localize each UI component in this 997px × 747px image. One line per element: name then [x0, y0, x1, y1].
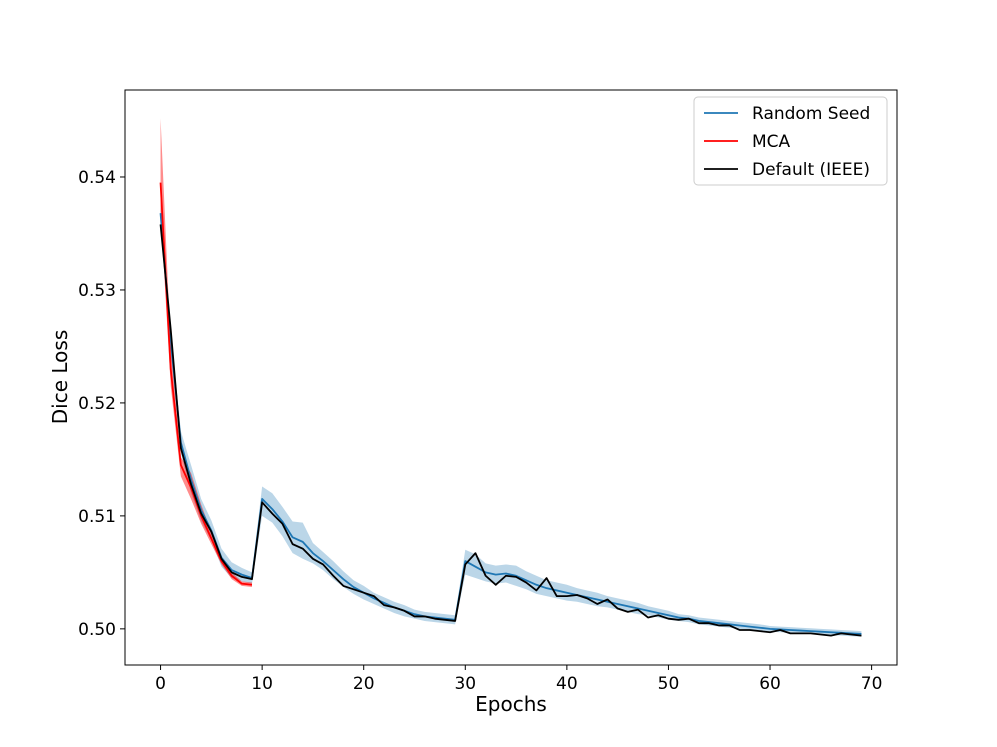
y-tick-label: 0.51 — [78, 507, 116, 527]
x-tick-label: 40 — [556, 674, 578, 694]
legend-box — [693, 96, 888, 186]
series-line-mca — [159, 182, 253, 586]
x-tick-label: 70 — [861, 674, 883, 694]
x-tick-label: 30 — [454, 674, 476, 694]
series-line-default — [159, 224, 862, 637]
legend-label-default: Default (IEEE) — [752, 160, 870, 180]
x-tick-label: 10 — [251, 674, 273, 694]
legend: Random Seed MCA Default (IEEE) — [693, 96, 888, 186]
legend-label-mca: MCA — [752, 132, 791, 152]
y-tick-label: 0.53 — [78, 281, 116, 301]
legend-label-random-seed: Random Seed — [752, 104, 870, 124]
x-tick-label: 20 — [353, 674, 375, 694]
y-tick-label: 0.52 — [78, 394, 116, 414]
x-tick-label: 50 — [658, 674, 680, 694]
x-tick-label: 0 — [155, 674, 166, 694]
x-tick-label: 60 — [759, 674, 781, 694]
y-axis-label: Dice Loss — [48, 330, 72, 424]
y-axis-ticks: 0.50 0.51 0.52 0.53 0.54 — [78, 168, 125, 640]
series-line-random-seed — [159, 213, 862, 635]
x-axis-label: Epochs — [475, 692, 547, 716]
series-lines — [159, 182, 862, 637]
y-tick-label: 0.50 — [78, 620, 116, 640]
x-axis-ticks: 0 10 20 30 40 50 60 70 — [155, 665, 882, 694]
plot-frame — [124, 89, 898, 666]
y-tick-label: 0.54 — [78, 168, 116, 188]
